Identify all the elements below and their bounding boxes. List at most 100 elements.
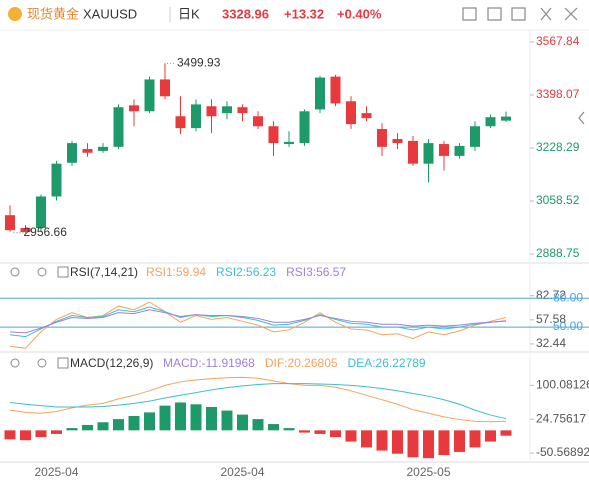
tool-icon[interactable]	[487, 7, 502, 21]
candle-body	[392, 139, 403, 144]
legend-entry: DIF:20.26805	[265, 356, 338, 370]
candle-body	[408, 140, 418, 164]
candle-body	[191, 104, 201, 129]
toolbar	[462, 7, 585, 125]
candle-body	[5, 215, 15, 231]
histogram-bar	[97, 422, 109, 431]
panel-title: RSI(7,14,21)	[70, 265, 138, 279]
tool-icon[interactable]	[511, 7, 526, 21]
x-tick-label: 2025-04	[34, 465, 78, 479]
histogram-bar	[438, 430, 450, 456]
settings-icon[interactable]	[37, 267, 47, 277]
candle-body	[98, 146, 108, 151]
y-tick-label: 32.44	[536, 336, 566, 350]
reference-label: 50.00	[553, 319, 583, 333]
candle-body	[160, 79, 170, 97]
candle-body	[36, 196, 46, 228]
y-tick-label: 24.75617	[536, 411, 586, 425]
histogram-bar	[144, 412, 155, 431]
histogram-bar	[407, 430, 419, 458]
tool-icon[interactable]	[564, 7, 578, 21]
candle-body	[67, 143, 77, 163]
histogram-bar	[299, 430, 310, 433]
histogram-bar	[82, 424, 93, 431]
symbol-icon	[8, 7, 22, 21]
tool-icon[interactable]	[540, 7, 552, 21]
symbol-name: 现货黄金	[27, 6, 79, 21]
period: 日K	[178, 6, 200, 21]
legend-entry: MACD:-11.91968	[163, 356, 255, 370]
tool-icon[interactable]	[462, 7, 477, 21]
candle-body	[237, 107, 248, 114]
price: 3328.96	[222, 6, 269, 21]
reference-label: 80.00	[553, 290, 583, 304]
candle-body	[330, 76, 341, 104]
histogram-bar	[454, 430, 465, 452]
candle-body	[129, 105, 139, 112]
candle-body	[253, 116, 263, 127]
candle-body	[485, 117, 496, 127]
candle-body	[377, 129, 387, 147]
legend-entry: RSI1:59.94	[146, 265, 206, 279]
histogram-bar	[159, 405, 171, 431]
y-tick-label: 100.08126	[536, 378, 589, 392]
histogram-bar	[469, 430, 481, 448]
candle-body	[284, 141, 294, 145]
histogram-bar	[113, 419, 124, 431]
histogram-bar	[361, 430, 372, 448]
settings-icon[interactable]	[37, 358, 47, 368]
histogram-bar	[485, 430, 496, 442]
candle-body	[144, 79, 155, 112]
y-tick-label: 3228.29	[536, 140, 580, 154]
y-tick-label: 3567.84	[536, 34, 580, 48]
candle-body	[423, 143, 434, 164]
histogram-bar	[128, 415, 140, 431]
series-line	[9, 383, 507, 420]
candle-body	[501, 116, 511, 121]
legend-entry: RSI3:56.57	[286, 265, 346, 279]
histogram-bar	[206, 406, 217, 431]
candle-body	[206, 106, 217, 117]
y-tick-label: -50.56892	[536, 445, 589, 459]
symbol-code: XAUUSD	[83, 6, 137, 21]
y-tick-label: 3398.07	[536, 87, 580, 101]
eye-icon[interactable]	[10, 358, 20, 368]
candle-body	[51, 163, 62, 197]
panel-title: MACD(12,26,9)	[70, 356, 153, 370]
histogram-bar	[20, 430, 31, 441]
x-tick-label: 2025-05	[406, 465, 450, 479]
histogram-bar	[423, 430, 434, 459]
candle-body	[222, 106, 232, 114]
candle-body	[315, 77, 325, 110]
series-line	[9, 309, 507, 334]
candle-body	[470, 126, 480, 147]
candle-body	[113, 107, 124, 147]
series-line	[9, 306, 507, 338]
legend-entry: DEA:26.22789	[348, 356, 426, 370]
indicator-icon[interactable]	[57, 266, 69, 278]
histogram-bar	[175, 402, 186, 431]
candle-body	[454, 145, 465, 156]
histogram-bar	[500, 430, 512, 436]
change: +13.32	[284, 6, 324, 21]
histogram-bar	[4, 430, 16, 440]
candle-body	[439, 144, 449, 156]
histogram-bar	[237, 414, 248, 431]
histogram-bar	[35, 430, 47, 438]
legend-entry: RSI2:56.23	[216, 265, 276, 279]
candle-body	[346, 101, 356, 125]
collapse-icon[interactable]	[578, 111, 585, 125]
histogram-bar	[221, 410, 233, 431]
indicator-icon[interactable]	[57, 357, 69, 369]
histogram-bar	[392, 430, 403, 454]
histogram-bar	[314, 430, 326, 434]
low-label: 2956.66	[24, 225, 68, 239]
histogram-bar	[330, 430, 341, 438]
histogram-bar	[268, 424, 279, 431]
histogram-bar	[252, 419, 264, 431]
histogram-bar	[376, 430, 388, 451]
eye-icon[interactable]	[10, 267, 20, 277]
histogram-bar	[66, 428, 78, 431]
